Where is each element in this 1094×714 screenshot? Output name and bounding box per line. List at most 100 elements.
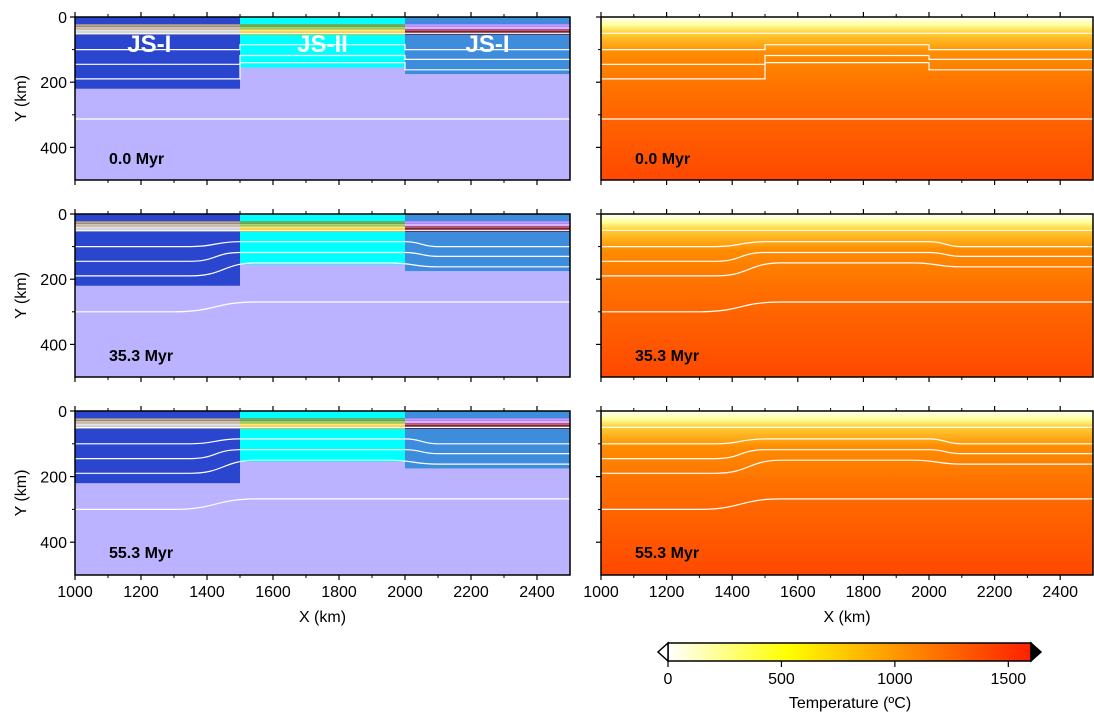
isotherm-line [75,54,570,65]
panel-frame [74,16,571,181]
isotherm-line [601,241,1093,248]
time-label: 0.0 Myr [109,151,164,168]
crust-layer [75,221,240,224]
crust-layer [75,26,240,30]
isotherm-line [75,438,570,445]
crust-layer [405,221,570,224]
y-tick-label: 200 [40,75,67,92]
y-tick-label: 400 [40,140,67,157]
crust-layer [75,24,240,27]
block-label: JS-II [297,31,348,58]
crust-layer [240,418,405,421]
x-tick-label: 1400 [714,584,750,601]
time-label: 55.3 Myr [109,545,173,562]
panel-frame [600,16,1094,181]
x-tick-label: 1000 [583,584,619,601]
panel-frame [74,410,571,576]
crust-layer [240,29,405,32]
x-tick-label: 1800 [846,584,882,601]
crust-layer [405,418,570,421]
isotherm-line [601,449,1093,460]
crust-layer [75,226,240,229]
y-tick-label: 0 [58,404,67,421]
colorbar-gradient [667,642,1032,662]
panel-frame [600,410,1094,576]
isotherm-line [601,498,1093,511]
colorbar-tick-label: 1000 [877,671,913,688]
x-tick-label: 1000 [57,584,93,601]
crust-layer [240,221,405,224]
isotherm-line [601,54,1093,65]
temperature-colorbar: 0 500 1000 1500 Temperature (ºC) [656,641,1043,712]
y-tick-label: 200 [40,272,67,289]
x-axis-title: X (km) [823,609,870,626]
x-tick-label: 2000 [387,584,423,601]
colorbar-tick-label: 0 [664,671,673,688]
crust-layer [75,29,240,32]
crust-layer [405,226,570,229]
y-tick-label: 0 [58,10,67,27]
isotherm-line [601,44,1093,51]
crust-layer [405,223,570,227]
x-axis-title: X (km) [299,609,346,626]
composition-panel-1: 0 200 400 0.0 Myr Y (km) JS-I JS-II JS-I [13,10,571,185]
x-tick-label: 1200 [123,584,159,601]
colorbar-high-triangle [1030,641,1043,663]
x-tick-label: 1800 [321,584,357,601]
y-axis-title: Y (km) [13,75,30,122]
crust-layer [75,418,240,421]
crust-layer [75,423,240,427]
block-label: JS-I [127,31,171,58]
colorbar-low-triangle [656,641,669,663]
x-tick-label: 2400 [519,584,555,601]
temperature-panel-1: 0.0 Myr [596,12,1094,185]
crust-layer [240,24,405,27]
temperature-panel-3: 1000 1200 1400 1600 1800 2000 2200 2400 55.3 Myr [583,406,1094,601]
x-tick-label: 2000 [911,584,947,601]
isotherm-line [74,262,570,277]
colorbar-label: Temperature (ºC) [789,695,911,712]
isotherm-line [74,459,570,474]
isotherm-line [600,459,1093,474]
colorbar-tick-label: 500 [768,671,795,688]
isotherm-line [75,241,570,248]
y-axis-title: Y (km) [13,272,30,319]
y-tick-label: 400 [40,535,67,552]
isotherm-line [75,449,570,460]
block-label: JS-I [465,31,509,58]
crust-layer [405,29,570,32]
colorbar-tick-label: 1500 [991,671,1027,688]
crust-layer [405,24,570,27]
x-tick-label: 2200 [453,584,489,601]
crust-layer [240,223,405,227]
isotherm-line [601,62,1093,80]
panel-frame [74,213,571,378]
crust-layer [405,423,570,427]
y-tick-label: 400 [40,337,67,354]
x-tick-label: 1600 [255,584,291,601]
crust-layer [240,423,405,427]
isotherm-line [601,251,1093,262]
y-tick-label: 200 [40,470,67,487]
time-label: 35.3 Myr [109,348,173,365]
composition-panel-3: 1000 1200 1400 1600 1800 2000 2200 2400 0 200 400 5… [13,404,571,601]
isotherm-line [601,438,1093,445]
x-tick-label: 1200 [649,584,685,601]
isotherm-line [75,498,570,511]
isotherm-line [600,301,1093,313]
crust-layer [75,223,240,227]
isotherm-line [75,44,570,51]
x-tick-label: 1600 [780,584,816,601]
panel-frame [600,213,1094,378]
crust-layer [240,26,405,30]
isotherm-line [74,301,570,313]
time-label: 35.3 Myr [635,348,699,365]
isotherm-line [600,262,1093,277]
crust-layer [240,420,405,424]
crust-layer [75,420,240,424]
crust-layer [405,26,570,30]
x-tick-label: 1400 [189,584,225,601]
y-tick-label: 0 [58,207,67,224]
isotherm-line [75,251,570,262]
